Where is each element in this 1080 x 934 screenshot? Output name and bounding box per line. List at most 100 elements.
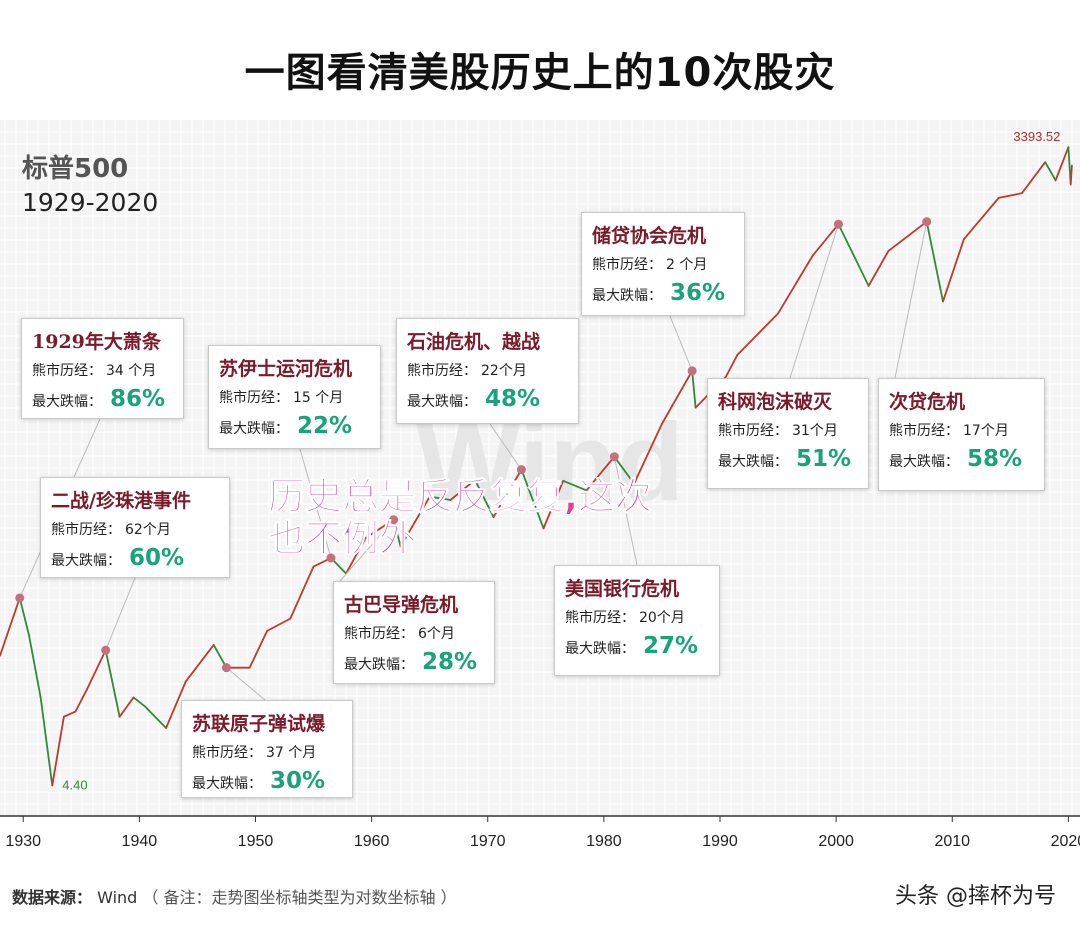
price-segment [74,688,88,713]
crisis-marker [516,465,526,475]
price-segment [724,353,739,378]
price-segment [736,312,779,356]
crisis-name: 储贷协会危机 [592,225,707,247]
max-value-label: 3393.52 [1013,129,1060,144]
duration-label: 熊市历经： [344,626,414,642]
duration-label: 熊市历经： [718,423,788,439]
crisis-duration: 31个月 [792,423,838,439]
price-segment [364,518,395,539]
price-segment [474,479,495,518]
price-segment [492,468,523,518]
crisis-name: 次贷危机 [889,391,966,413]
price-segment [399,495,431,548]
x-tick-label: 1990 [702,833,738,850]
crisis-drawdown: 60% [129,545,185,571]
crisis-marker [609,452,619,462]
price-segment [428,495,452,501]
price-segment [0,597,21,657]
crisis-marker [389,515,399,525]
crisis-box-subprime: 次贷危机 熊市历经： 17个月 最大跌幅： 58% [878,378,1045,491]
drawdown-label: 最大跌幅： [565,641,635,657]
crisis-marker [687,366,697,376]
crisis-duration: 37 个月 [266,745,317,761]
crisis-name: 1929年大萧条 [32,331,161,353]
crisis-marker [15,593,25,603]
crisis-duration: 15 个月 [293,390,344,406]
x-tick-label: 2010 [934,833,970,850]
crisis-marker [922,217,932,227]
price-segment [542,479,565,530]
crisis-drawdown: 28% [422,649,478,675]
price-segment [962,196,1000,241]
source-name: Wind [97,888,138,907]
source-note: （ 备注：走势图坐标轴类型为对数坐标轴 ） [142,888,457,907]
chart-title: 一图看清美股历史上的10次股灾 [244,50,836,96]
price-segment [345,536,367,575]
price-segment [585,455,616,492]
overlay-line-2: 也不例外 [267,517,416,560]
drawdown-label: 最大跌幅： [32,394,102,410]
crisis-duration: 17个月 [963,423,1009,439]
series-name: 标普500 [22,154,129,184]
price-segment [104,649,121,718]
crisis-duration: 2 个月 [666,257,708,273]
duration-label: 熊市历经： [407,363,477,379]
price-segment [812,223,840,257]
crisis-drawdown: 36% [670,280,726,306]
price-segment [691,369,697,409]
crisis-connector [613,456,638,566]
overlay-caption: 历史总是反反复复,这次 也不例外 [267,475,653,560]
source-label: 数据来源： [12,888,93,907]
x-tick-label: 1940 [122,833,158,850]
price-segment [165,680,187,729]
drawdown-label: 最大跌幅： [889,454,959,470]
crisis-box-us-bank: 美国银行危机 熊市历经： 20个月 最大跌幅： 27% [554,565,720,676]
crisis-marker [833,219,843,229]
crisis-connector [669,315,693,372]
crisis-drawdown: 86% [110,386,166,412]
price-segment [925,220,944,303]
crisis-marker [101,645,111,655]
crisis-duration: 22个月 [481,363,527,379]
duration-label: 熊市历经： [565,610,635,626]
price-segment [62,710,77,718]
crisis-drawdown: 30% [270,768,326,794]
crisis-name: 石油危机、越战 [407,331,541,353]
crisis-connector [226,667,266,701]
crisis-name: 科网泡沫破灭 [718,391,833,413]
period-label: 1929-2020 [22,188,159,217]
crisis-connector [789,224,839,379]
crisis-connector [339,519,395,582]
drawdown-label: 最大跌幅： [219,421,289,437]
price-segment [248,629,268,669]
crisis-box-soviet-atomic: 苏联原子弹试爆 熊市历经： 37 个月 最大跌幅： 30% [181,700,353,798]
crisis-drawdown: 27% [643,633,699,659]
price-segment [28,634,42,699]
price-segment [562,479,588,492]
price-segment [86,649,107,690]
price-segment [51,715,65,787]
crisis-box-1929: 1929年大萧条 熊市历经： 34 个月 最大跌幅： 86% [21,318,184,419]
price-segment [1054,146,1070,182]
duration-label: 熊市历经： [51,522,121,538]
x-tick-label: 1970 [470,833,506,850]
price-segment [266,617,292,632]
crisis-connector [105,577,136,651]
price-segment [289,565,315,620]
price-segment [997,192,1023,199]
duration-label: 熊市历经： [219,390,289,406]
crisis-name: 苏伊士运河危机 [219,358,353,380]
drawdown-label: 最大跌幅： [592,288,662,304]
price-segment [887,220,928,252]
drawdown-label: 最大跌幅： [718,454,788,470]
crisis-connector [489,423,522,470]
duration-label: 熊市历经： [889,423,959,439]
crisis-box-dotcom: 科网泡沫破灭 熊市历经： 31个月 最大跌幅： 51% [707,378,869,489]
price-segment [777,254,814,315]
crisis-box-cuban-missile: 古巴导弹危机 熊市历经： 6个月 最大跌幅： 28% [333,581,495,684]
crisis-marker [221,663,231,673]
duration-label: 熊市历经： [32,363,102,379]
price-segment [392,518,402,548]
overlay-line-1: 历史总是反反复复,这次 [267,475,653,518]
price-segment [613,455,635,485]
